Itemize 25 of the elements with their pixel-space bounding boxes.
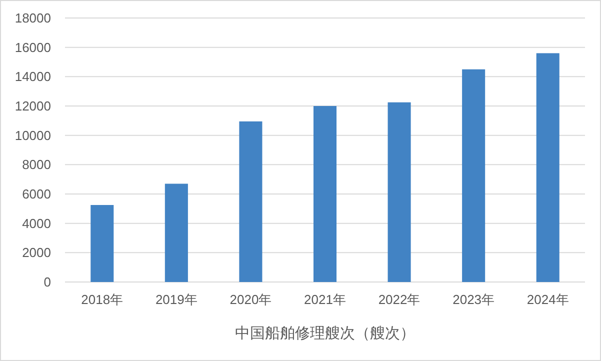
y-tick-label: 18000 [14, 10, 51, 26]
y-tick-label: 0 [44, 274, 51, 290]
y-tick-label: 12000 [14, 98, 51, 114]
x-tick-label: 2019年 [155, 292, 198, 307]
bar [90, 205, 114, 282]
x-tick-label: 2021年 [304, 292, 346, 307]
text: 中国船舶修理艘次（艘次） [235, 325, 415, 342]
y-tick-label: 16000 [14, 40, 51, 55]
x-tick-label: 2023年 [452, 292, 495, 307]
bar [239, 121, 262, 282]
bar [462, 69, 486, 282]
y-tick-label: 8000 [22, 157, 51, 172]
y-tick-label: 14000 [14, 69, 51, 84]
x-tick-label: 2020年 [230, 292, 272, 307]
bar [164, 184, 188, 282]
bar [313, 106, 337, 282]
y-tick-label: 6000 [22, 186, 51, 202]
bar [536, 53, 560, 282]
y-tick-label: 2000 [22, 245, 51, 260]
x-tick-label: 2018年 [81, 292, 124, 307]
x-tick-label: 2022年 [378, 292, 420, 307]
y-tick-label: 4000 [22, 216, 51, 231]
y-tick-label: 10000 [14, 128, 51, 143]
x-tick-label: 2024年 [526, 292, 569, 307]
bar [388, 102, 411, 282]
